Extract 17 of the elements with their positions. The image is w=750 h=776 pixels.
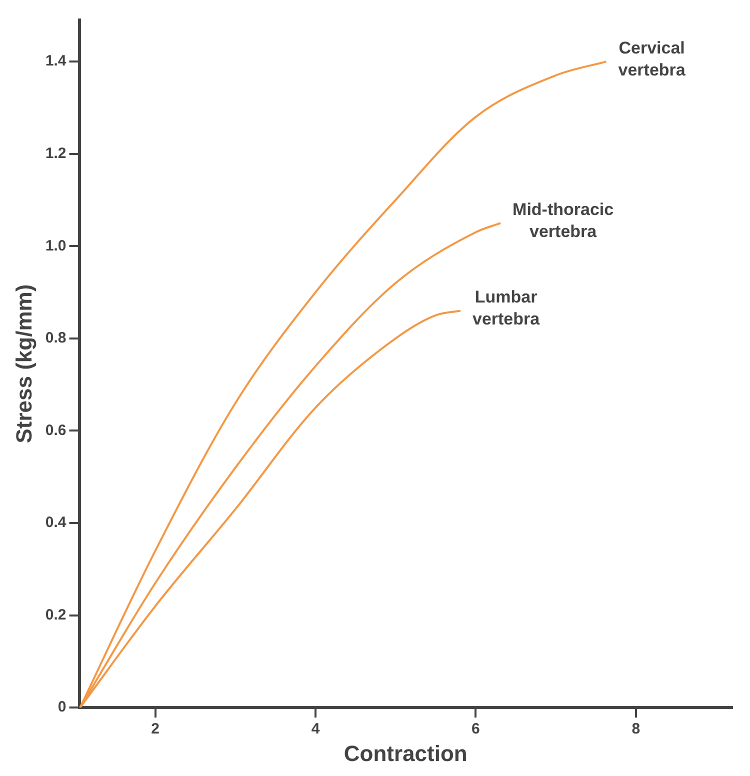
x-tick-label: 4 bbox=[311, 720, 320, 738]
x-tick-label: 6 bbox=[472, 720, 480, 738]
y-tick-label: 1.2 bbox=[45, 144, 66, 162]
y-tick-label: 0.4 bbox=[45, 514, 67, 532]
y-tick-label: 0.2 bbox=[45, 606, 66, 624]
y-tick-label: 0.8 bbox=[45, 330, 66, 347]
y-tick-label: 0 bbox=[58, 698, 66, 716]
x-axis-title: Contraction bbox=[344, 740, 468, 766]
y-tick-label: 0.6 bbox=[45, 422, 66, 439]
series-label: Mid-thoracic vertebra bbox=[512, 200, 614, 242]
x-tick-label: 2 bbox=[151, 720, 160, 738]
series-label: Cervical vertebra bbox=[618, 38, 686, 80]
series-label: Lumbar vertebra bbox=[472, 288, 540, 329]
y-tick-label: 1.0 bbox=[45, 237, 66, 254]
x-tick-label: 8 bbox=[632, 720, 640, 738]
y-tick-label: 1.4 bbox=[45, 52, 67, 70]
y-axis-title: Stress (kg/mm) bbox=[11, 284, 36, 444]
